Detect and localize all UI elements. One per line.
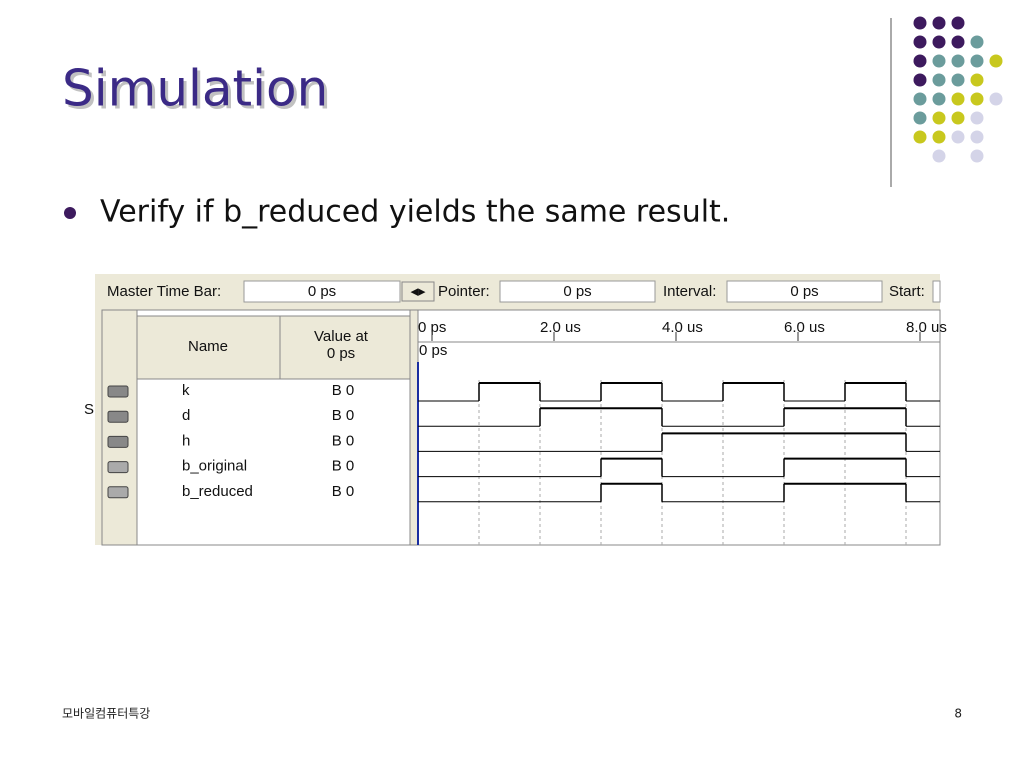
scroll-buttons bbox=[401, 281, 435, 302]
col-value: Value at 0 ps bbox=[314, 328, 369, 362]
toolbar-label: Interval: bbox=[663, 283, 716, 300]
toolbar-field bbox=[243, 280, 401, 303]
dot bbox=[951, 54, 965, 68]
dot bbox=[932, 111, 946, 125]
toolbar-value: 0 ps bbox=[563, 283, 591, 300]
dot bbox=[932, 54, 946, 68]
toolbar-field bbox=[726, 280, 883, 303]
dot bbox=[989, 54, 1003, 68]
dot bbox=[932, 149, 946, 163]
signal-icon bbox=[107, 486, 129, 499]
toolbar-label: Start: bbox=[889, 283, 925, 300]
dot bbox=[913, 111, 927, 125]
toolbar-field bbox=[499, 280, 656, 303]
dot bbox=[913, 130, 927, 144]
signal-name: k bbox=[182, 382, 190, 399]
dot bbox=[932, 35, 946, 49]
bullet-text: Verify if b_reduced yields the same resu… bbox=[100, 195, 730, 230]
time-label: 4.0 us bbox=[662, 319, 703, 336]
waveform-view: Master Time Bar: 0 ps Pointer: 0 ps Interval… bbox=[107, 280, 947, 545]
toolbar-value: 0 ps bbox=[790, 283, 818, 300]
dot bbox=[932, 130, 946, 144]
dot bbox=[970, 73, 984, 87]
signal-value: B 0 bbox=[332, 432, 355, 449]
side-letter: S bbox=[84, 401, 94, 418]
signal-name: h bbox=[182, 432, 190, 449]
title-shadow: Simulation bbox=[65, 63, 331, 121]
col-name: Name bbox=[188, 338, 228, 355]
toolbar-field bbox=[932, 280, 941, 303]
signal-name: b_reduced bbox=[182, 483, 253, 500]
dot bbox=[913, 73, 927, 87]
bullet-dot bbox=[64, 207, 76, 219]
page-number: 8 bbox=[954, 707, 962, 721]
toolbar-value: 0 ps bbox=[308, 283, 336, 300]
signal-name: d bbox=[182, 407, 190, 424]
toolbar-label: Pointer: bbox=[438, 283, 490, 300]
dot bbox=[951, 35, 965, 49]
cursor-label: 0 ps bbox=[419, 342, 447, 359]
dot bbox=[970, 54, 984, 68]
decoration-dots bbox=[913, 16, 1003, 163]
dot bbox=[932, 92, 946, 106]
signal-icon bbox=[107, 435, 129, 448]
footer-left: 모바일컴퓨터특강 bbox=[62, 707, 150, 721]
dot bbox=[970, 149, 984, 163]
dot bbox=[970, 130, 984, 144]
signal-value: B 0 bbox=[332, 483, 355, 500]
signal-value: B 0 bbox=[332, 407, 355, 424]
signal-value: B 0 bbox=[332, 458, 355, 475]
time-label: 6.0 us bbox=[784, 319, 825, 336]
dot bbox=[970, 35, 984, 49]
signal-icon bbox=[107, 385, 129, 398]
icon-column bbox=[101, 309, 138, 546]
title: Simulation bbox=[62, 60, 328, 118]
signal-icon bbox=[107, 461, 129, 474]
dot bbox=[951, 111, 965, 125]
dot bbox=[989, 92, 1003, 106]
time-label: 2.0 us bbox=[540, 319, 581, 336]
dot bbox=[970, 111, 984, 125]
signal-value: B 0 bbox=[332, 382, 355, 399]
signal-icon bbox=[107, 410, 129, 423]
time-label: 0 ps bbox=[418, 319, 446, 336]
splitter bbox=[409, 309, 419, 546]
window-edge bbox=[95, 272, 940, 274]
dot bbox=[913, 54, 927, 68]
dot bbox=[913, 16, 927, 30]
toolbar-label: Master Time Bar: bbox=[107, 283, 221, 300]
header-cells bbox=[136, 315, 411, 380]
time-label: 8.0 us bbox=[906, 319, 947, 336]
dot bbox=[951, 16, 965, 30]
dot bbox=[932, 73, 946, 87]
signal-name: b_original bbox=[182, 458, 247, 475]
scroll-arrows: ◂▸ bbox=[410, 283, 426, 300]
dot bbox=[970, 92, 984, 106]
dot bbox=[951, 92, 965, 106]
dot bbox=[951, 130, 965, 144]
dot bbox=[913, 35, 927, 49]
dot bbox=[932, 16, 946, 30]
dot bbox=[913, 92, 927, 106]
dot bbox=[951, 73, 965, 87]
